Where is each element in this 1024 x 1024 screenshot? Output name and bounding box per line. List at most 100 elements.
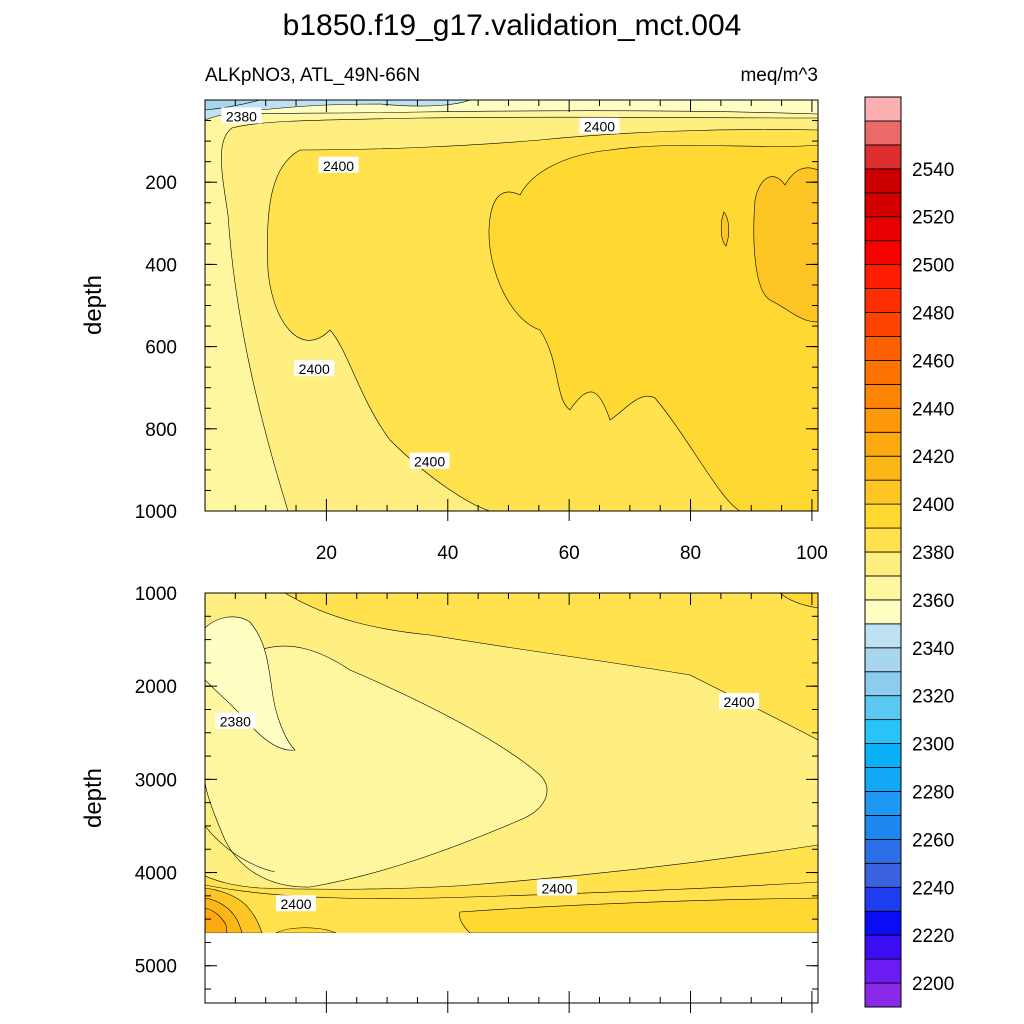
lower-field-2380 (205, 645, 548, 888)
y-tick-label: 800 (145, 420, 177, 441)
colorbar-label: 2520 (912, 208, 954, 229)
colorbar-swatch (864, 958, 902, 984)
colorbar-swatch (864, 288, 902, 313)
colorbar-swatch (864, 767, 902, 792)
contour-label-text: 2400 (323, 158, 354, 174)
colorbar-swatch (864, 910, 902, 936)
colorbar-swatch (864, 886, 902, 912)
colorbar-label: 2240 (912, 878, 954, 899)
contour-label-text: 2400 (724, 694, 755, 710)
lower-contour-left (205, 825, 276, 873)
lower-contour-labels: 2380 2400 2400 2400 (215, 693, 760, 912)
y-tick-label: 1000 (135, 502, 177, 523)
upper-contour-labels: 2380 2400 2400 2400 2400 (221, 107, 620, 470)
colorbar-swatch (864, 671, 902, 697)
y-tick-label: 400 (145, 255, 177, 276)
colorbar-label: 2220 (912, 926, 954, 947)
colorbar-label: 2480 (912, 304, 954, 325)
colorbar-swatch (864, 575, 902, 601)
upper-axes: 200 400 600 800 1000 20 40 60 80 100 (135, 99, 828, 564)
colorbar-label: 2340 (912, 639, 954, 660)
colorbar-swatch (864, 407, 902, 433)
lower-panel (205, 593, 818, 1003)
contour-label: 2400 (276, 895, 317, 912)
colorbar-swatch (864, 360, 902, 385)
colorbar-swatch (864, 815, 902, 840)
colorbar-swatch (864, 599, 902, 625)
colorbar-swatch (864, 982, 902, 1008)
lower-panel-frame (204, 592, 819, 1004)
colorbar-swatch (864, 647, 902, 673)
contour-label-text: 2400 (414, 454, 445, 470)
colorbar-swatch (864, 216, 902, 242)
colorbar-label: 2440 (912, 399, 954, 420)
lower-field-2410-top (779, 593, 818, 609)
colorbar-label: 2260 (912, 830, 954, 851)
colorbar-swatch (864, 192, 902, 218)
x-tick-label: 100 (796, 543, 828, 564)
lower-field-2410-band (459, 897, 818, 934)
lower-field-nodata (205, 933, 818, 1003)
contour-label-text: 2400 (584, 119, 615, 135)
colorbar-label: 2200 (912, 974, 954, 995)
upper-field-pocket (720, 211, 730, 247)
contour-label-text: 2400 (541, 880, 572, 896)
colorbar-swatch (864, 743, 902, 768)
contour-label-text: 2400 (280, 896, 311, 912)
lower-axes: 1000 2000 3000 4000 5000 (135, 584, 818, 1013)
x-tick-label: 20 (316, 543, 337, 564)
contour-label-text: 2400 (299, 361, 330, 377)
colorbar-swatch (864, 240, 902, 266)
colorbar-label: 2360 (912, 591, 954, 612)
y-tick-label: 1000 (135, 584, 177, 605)
chart-title: b1850.f19_g17.validation_mct.004 (283, 9, 742, 42)
colorbar-label: 2420 (912, 447, 954, 468)
colorbar-frame (864, 96, 902, 1008)
colorbar-label: 2460 (912, 351, 954, 372)
colorbar-swatch (864, 455, 902, 481)
lower-ylabel: depth (80, 768, 107, 828)
lower-field-deep-left-3 (205, 907, 228, 934)
colorbar: 2200 2220 2240 2260 2280 2300 2320 2340 2360 2380… (864, 96, 954, 1008)
y-tick-label: 4000 (135, 864, 177, 885)
colorbar-swatch (864, 623, 902, 649)
colorbar-swatch (864, 120, 902, 146)
upper-field-2410 (488, 144, 818, 511)
colorbar-swatch (864, 312, 902, 337)
colorbar-swatch (864, 144, 902, 170)
contour-label-text: 2380 (226, 108, 257, 124)
upper-panel (205, 100, 818, 511)
colorbar-swatch (864, 168, 902, 194)
contour-label: 2400 (719, 693, 760, 710)
colorbar-swatch (864, 264, 902, 289)
contour-label: 2380 (215, 712, 256, 730)
colorbar-swatch (864, 96, 902, 122)
contour-label: 2400 (318, 156, 359, 174)
colorbar-swatch (864, 791, 902, 816)
contour-label: 2400 (409, 452, 450, 470)
colorbar-label: 2380 (912, 543, 954, 564)
colorbar-swatch (864, 383, 902, 409)
colorbar-swatch (864, 503, 902, 529)
colorbar-label: 2280 (912, 782, 954, 803)
lower-field-deep-bump (275, 927, 337, 934)
chart-subtitle-left: ALKpNO3, ATL_49N-66N (205, 65, 420, 86)
colorbar-label: 2320 (912, 687, 954, 708)
y-tick-label: 3000 (135, 770, 177, 791)
colorbar-swatch (864, 551, 902, 577)
colorbar-swatch (864, 934, 902, 960)
x-tick-label: 40 (437, 543, 458, 564)
upper-ylabel: depth (80, 275, 107, 335)
contour-label: 2400 (294, 360, 335, 377)
contour-label-text: 2380 (220, 714, 251, 730)
contour-label: 2400 (579, 117, 620, 135)
contour-label: 2400 (537, 879, 578, 896)
x-tick-label: 60 (559, 543, 580, 564)
colorbar-swatch (864, 695, 902, 721)
colorbar-swatch (864, 527, 902, 553)
colorbar-label: 2400 (912, 495, 954, 516)
chart-units: meq/m^3 (740, 65, 818, 86)
colorbar-label: 2300 (912, 735, 954, 756)
colorbar-swatch (864, 838, 902, 864)
colorbar-swatch (864, 431, 902, 457)
